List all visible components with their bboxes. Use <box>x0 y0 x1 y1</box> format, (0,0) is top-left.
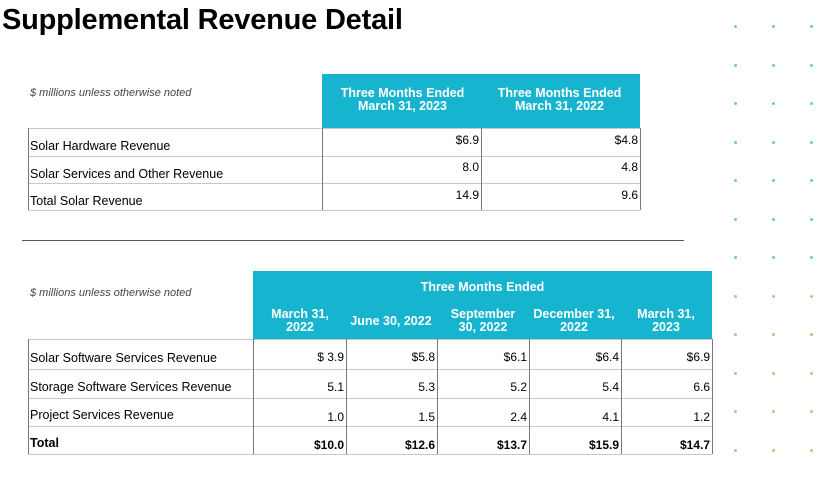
table-cell: 8.0 <box>462 160 479 174</box>
section-divider <box>22 240 684 241</box>
table-note: $ millions unless otherwise noted <box>30 87 192 99</box>
decorative-dot <box>734 256 737 259</box>
decorative-dot <box>810 179 813 182</box>
decorative-dot <box>772 256 775 259</box>
table-cell: 5.1 <box>327 380 344 394</box>
decorative-dot <box>772 217 775 221</box>
decorative-dot <box>734 25 737 28</box>
table-cell: 5.2 <box>510 380 527 394</box>
table-cell-total: $13.7 <box>496 438 527 452</box>
decorative-dot <box>772 333 775 336</box>
table-cell: 2.4 <box>510 410 527 424</box>
decorative-dot <box>772 410 775 413</box>
decorative-dot <box>810 217 813 221</box>
decorative-dot <box>772 25 775 28</box>
column-header: June 30, 2022 <box>350 314 432 328</box>
column-header: Three Months Ended March 31, 2022 <box>497 86 622 113</box>
decorative-dot <box>734 333 737 336</box>
decorative-dot <box>734 371 737 375</box>
table-cell: 4.8 <box>621 160 638 174</box>
table-cell-total: $12.6 <box>404 438 435 452</box>
row-label: Project Services Revenue <box>30 408 174 422</box>
table-cell: $6.1 <box>503 350 527 364</box>
page-title: Supplemental Revenue Detail <box>2 4 403 36</box>
column-header: March 31, 2022 <box>271 307 329 334</box>
table-header <box>253 271 712 339</box>
column-header: December 31, 2022 <box>533 307 615 334</box>
table-header <box>322 74 640 128</box>
table-cell: $4.8 <box>614 133 638 147</box>
row-label: Solar Software Services Revenue <box>30 351 217 365</box>
decorative-dot <box>810 448 813 452</box>
table-cell: 5.4 <box>602 380 619 394</box>
decorative-dot <box>772 371 775 375</box>
decorative-dot <box>810 333 813 336</box>
decorative-dot <box>734 294 737 298</box>
decorative-dot <box>810 102 813 105</box>
decorative-dot <box>734 63 737 67</box>
decorative-dot <box>772 294 775 298</box>
table-cell-total: $15.9 <box>588 438 619 452</box>
decorative-dot <box>734 179 737 182</box>
decorative-dot <box>734 217 737 221</box>
table-cell: 9.6 <box>621 188 638 202</box>
table-note: $ millions unless otherwise noted <box>30 287 192 299</box>
row-label-total: Total <box>30 436 59 450</box>
table-cell: 1.5 <box>418 410 435 424</box>
decorative-dot-grid <box>726 20 834 460</box>
decorative-dot <box>734 102 737 105</box>
table-cell: $6.4 <box>595 350 619 364</box>
table-cell: 5.3 <box>418 380 435 394</box>
table-cell-total: $14.7 <box>679 438 710 452</box>
column-header: Three Months Ended March 31, 2023 <box>340 86 465 113</box>
table-cell-total: $10.0 <box>313 438 344 452</box>
column-header: March 31, 2023 <box>637 307 695 334</box>
row-label: Solar Services and Other Revenue <box>30 167 224 181</box>
row-label: Total Solar Revenue <box>30 194 143 208</box>
table-cell: 14.9 <box>455 188 479 202</box>
decorative-dot <box>772 63 775 67</box>
table-cell: 4.1 <box>602 410 619 424</box>
decorative-dot <box>772 102 775 105</box>
decorative-dot <box>734 140 737 144</box>
table-cell: 1.0 <box>327 410 344 424</box>
decorative-dot <box>810 371 813 375</box>
decorative-dot <box>810 410 813 413</box>
decorative-dot <box>810 25 813 28</box>
group-header: Three Months Ended <box>420 280 545 294</box>
table-cell: $6.9 <box>455 133 479 147</box>
decorative-dot <box>810 140 813 144</box>
decorative-dot <box>810 256 813 259</box>
table-cell: 6.6 <box>693 380 710 394</box>
table-cell: 1.2 <box>693 410 710 424</box>
decorative-dot <box>734 410 737 413</box>
row-label: Storage Software Services Revenue <box>30 380 232 394</box>
table-cell: $ 3.9 <box>317 350 344 364</box>
decorative-dot <box>772 448 775 452</box>
decorative-dot <box>810 63 813 67</box>
column-header: September 30, 2022 <box>450 307 516 334</box>
decorative-dot <box>810 294 813 298</box>
row-label: Solar Hardware Revenue <box>30 139 171 153</box>
decorative-dot <box>772 140 775 144</box>
decorative-dot <box>734 448 737 452</box>
decorative-dot <box>772 179 775 182</box>
table-cell: $5.8 <box>411 350 435 364</box>
table-cell: $6.9 <box>686 350 710 364</box>
